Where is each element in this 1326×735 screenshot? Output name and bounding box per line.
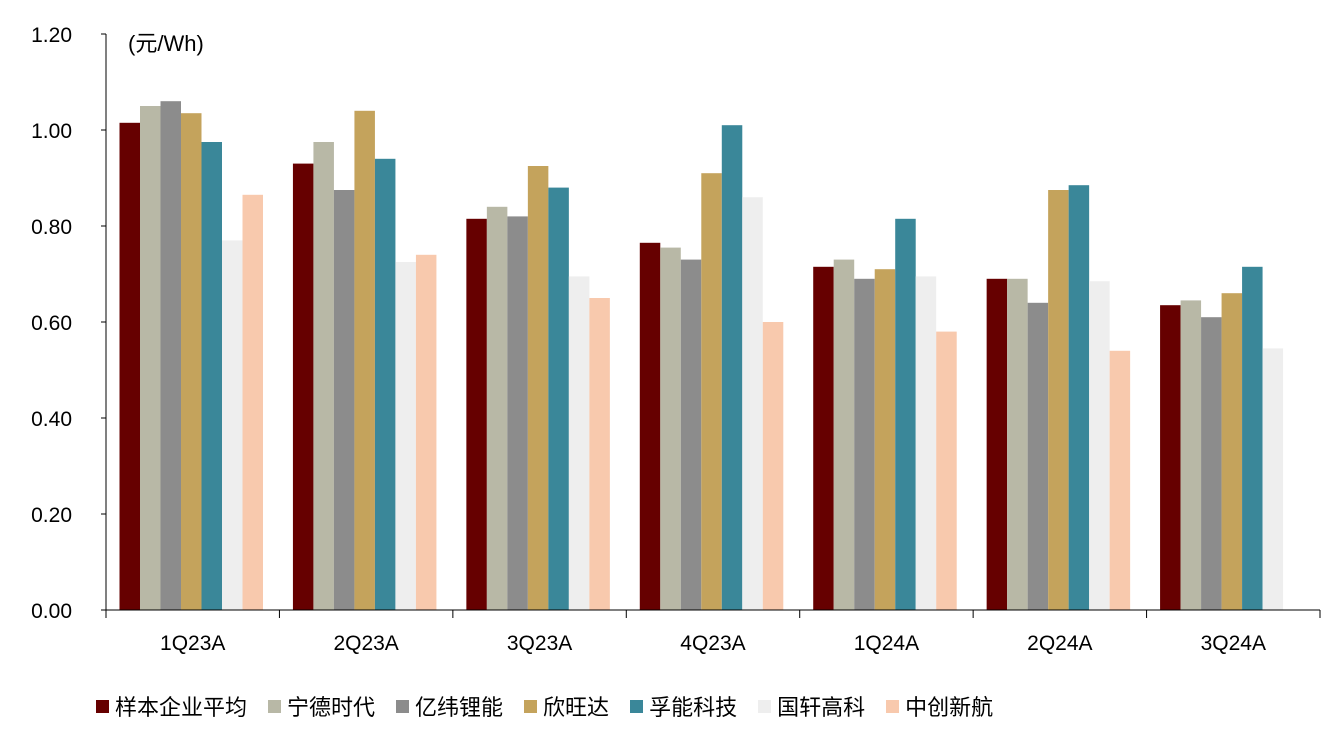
legend-item: 宁德时代 (268, 690, 375, 722)
y-tick-label: 1.20 (31, 24, 72, 47)
legend-swatch (96, 699, 109, 713)
y-tick-label: 0.40 (31, 408, 72, 431)
bar (854, 278, 875, 610)
bar (874, 269, 896, 610)
x-category-label: 3Q24A (1201, 632, 1266, 655)
bar (1242, 266, 1263, 610)
bar (1201, 317, 1222, 610)
bar (589, 298, 610, 610)
y-unit-label: (元/Wh) (128, 31, 204, 56)
bar (292, 163, 314, 610)
bar (119, 122, 140, 611)
bar (181, 113, 202, 610)
bar (1048, 190, 1069, 610)
bar (639, 242, 661, 611)
legend-label: 孚能科技 (649, 696, 738, 721)
bar (1180, 300, 1202, 610)
bar (222, 240, 243, 610)
axes-layer: 0.00 0.20 0.40 0.60 0.80 1.00 1.20 1Q23A 2Q23A 3Q… (31, 24, 1321, 655)
legend-item: 样本企业平均 (96, 690, 247, 722)
bar (486, 206, 508, 611)
bar (721, 125, 743, 610)
legend-swatch (396, 699, 410, 713)
bar (313, 142, 334, 610)
legend-label: 样本企业平均 (115, 696, 248, 721)
y-tick-label: 0.20 (31, 504, 72, 527)
bar (680, 259, 702, 610)
legend: 样本企业平均 宁德时代 亿纬锂能 欣旺达 孚能科技 国轩高科 中创新航 (96, 690, 1014, 722)
x-category-label: 4Q23A (680, 632, 745, 655)
bar (415, 254, 437, 611)
legend-label: 中创新航 (905, 696, 994, 721)
bar (660, 247, 681, 610)
x-category-label: 2Q24A (1027, 632, 1092, 655)
bar (833, 259, 855, 610)
bar (895, 218, 916, 611)
legend-label: 宁德时代 (287, 696, 376, 721)
bar (986, 278, 1008, 610)
bar (507, 216, 528, 610)
bar (140, 106, 161, 610)
bar (527, 166, 549, 610)
bar (742, 197, 763, 610)
y-tick-label: 0.80 (31, 216, 72, 239)
x-category-label: 2Q23A (333, 632, 398, 655)
bar (242, 194, 263, 611)
bar (701, 173, 722, 610)
bar (1007, 278, 1028, 610)
bar (1262, 348, 1284, 610)
legend-label: 国轩高科 (777, 696, 866, 721)
bar (548, 187, 569, 610)
x-category-label: 1Q24A (854, 632, 919, 655)
bar (915, 276, 937, 610)
bar (1160, 305, 1181, 610)
legend-label: 亿纬锂能 (415, 696, 504, 721)
legend-item: 亿纬锂能 (396, 690, 503, 722)
legend-swatch (630, 699, 644, 713)
x-category-label: 3Q23A (507, 632, 572, 655)
legend-item: 孚能科技 (630, 690, 737, 722)
y-tick-label: 0.60 (31, 312, 72, 335)
bar (1027, 302, 1049, 610)
bar (1089, 281, 1110, 610)
legend-item: 欣旺达 (524, 690, 609, 722)
legend-swatch (524, 699, 538, 713)
bar (201, 142, 222, 610)
bar (466, 218, 487, 611)
legend-swatch (886, 699, 900, 713)
legend-item: 国轩高科 (758, 690, 865, 722)
legend-label: 欣旺达 (543, 696, 610, 721)
bar (160, 101, 181, 610)
bar (1221, 293, 1243, 610)
bar (936, 331, 957, 610)
bar (333, 190, 355, 610)
legend-swatch (268, 699, 282, 713)
bar (354, 110, 375, 611)
y-tick-label: 0.00 (31, 600, 72, 623)
bar (374, 158, 396, 611)
bar (1109, 350, 1131, 610)
bar (395, 262, 416, 610)
bar (568, 276, 590, 610)
bar (1068, 185, 1090, 610)
bars-layer (119, 101, 1284, 611)
y-tick-label: 1.00 (31, 120, 72, 143)
x-category-label: 1Q23A (160, 632, 225, 655)
legend-item: 中创新航 (886, 690, 993, 722)
bar (813, 266, 834, 610)
bar (762, 322, 784, 610)
legend-swatch (758, 699, 772, 713)
